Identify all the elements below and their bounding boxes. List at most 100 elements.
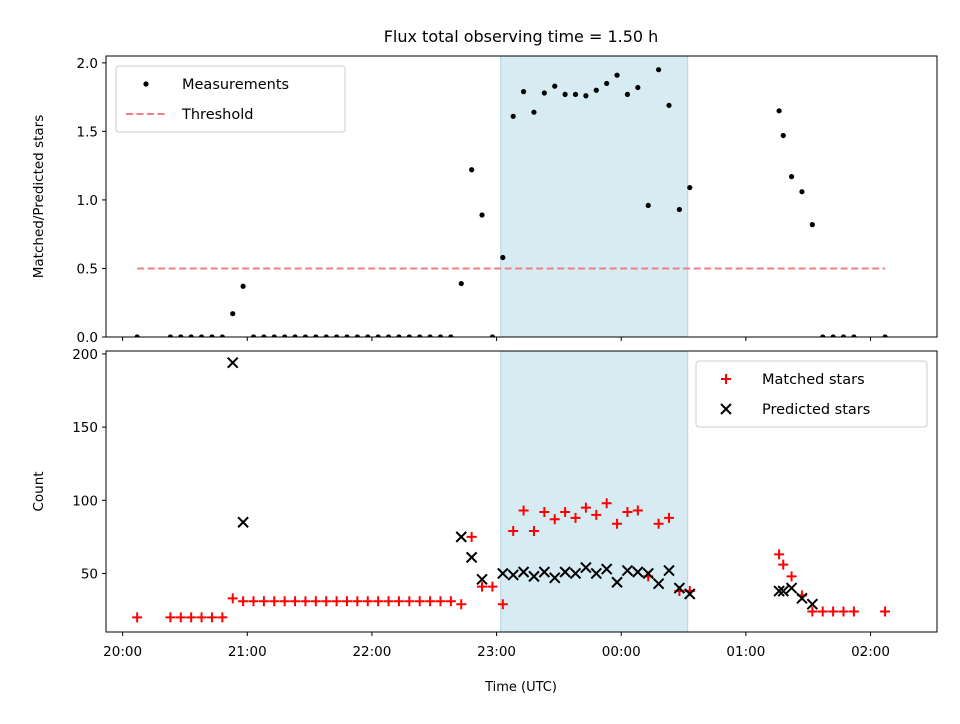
data-point-plus [186, 612, 197, 623]
data-point-dot [780, 132, 786, 139]
data-point-plus [570, 512, 581, 523]
data-point-dot [365, 334, 371, 337]
data-point-x [652, 577, 665, 590]
data-point-dot [375, 334, 381, 337]
data-point-x [476, 573, 488, 586]
data-point-x [559, 566, 571, 578]
plot-area [132, 357, 891, 623]
data-point-dot [479, 212, 485, 218]
data-point-plus [279, 596, 290, 607]
data-point-dot [666, 102, 672, 108]
data-point-x [227, 357, 239, 369]
y-tick-label: 0.0 [77, 330, 98, 346]
data-point-plus [290, 596, 301, 607]
data-point-plus [653, 518, 664, 529]
data-point-plus [487, 581, 498, 592]
plot-area [134, 67, 888, 337]
data-point-dot [354, 334, 360, 337]
data-point-plus [539, 506, 550, 517]
data-point-plus [227, 593, 238, 604]
data-point-plus [622, 506, 633, 517]
data-point-dot [788, 174, 795, 180]
data-point-plus [632, 505, 643, 516]
data-point-plus [414, 596, 425, 607]
y-tick-label: 0.5 [77, 261, 98, 277]
x-tick-label: 22:00 [352, 644, 391, 660]
data-point-plus [477, 581, 488, 592]
data-point-dot [469, 167, 475, 173]
legend-box [115, 65, 346, 133]
data-point-plus [175, 612, 186, 623]
data-point-plus [612, 518, 623, 529]
y-tick-label: 200 [72, 347, 98, 363]
data-point-x [517, 566, 530, 578]
y-tick-label: 50 [81, 566, 98, 582]
data-point-plus [373, 596, 384, 607]
top-panel: 0.0 0.5 1.0 1.5 2.0 Matched/Predicted stars Me… [31, 55, 938, 346]
data-point-x [455, 531, 467, 543]
data-point-dot [572, 91, 579, 97]
data-point-x [507, 569, 519, 581]
data-point-dot [437, 334, 444, 337]
x-tick-label: 20:00 [103, 644, 142, 660]
x-axis-label: Time (UTC) [484, 680, 557, 695]
data-point-dot [604, 80, 610, 87]
x-tick-label: 02:00 [851, 644, 890, 660]
data-point-dot [209, 334, 215, 337]
data-point-dot [489, 334, 496, 337]
data-point-dot [830, 334, 836, 337]
data-point-dot [344, 334, 350, 337]
x-tick-label: 01:00 [726, 644, 765, 660]
data-point-dot [271, 334, 277, 337]
data-point-dot [292, 334, 298, 337]
data-point-plus [425, 596, 436, 607]
data-point-dot [840, 334, 847, 337]
axes-frame [105, 350, 938, 633]
data-point-x [611, 576, 623, 588]
data-point-dot [676, 206, 682, 213]
data-point-plus [217, 612, 228, 623]
data-point-plus [404, 596, 415, 607]
data-point-plus [664, 512, 675, 523]
data-point-plus [838, 606, 849, 617]
data-point-x [773, 585, 785, 597]
data-point-plus [880, 606, 891, 617]
data-point-x [663, 564, 675, 577]
data-point-plus [848, 606, 859, 617]
data-point-dot [396, 334, 402, 337]
legend-swatch-marker [721, 374, 731, 384]
legend-label: Measurements [182, 77, 289, 93]
data-point-plus [456, 599, 467, 610]
data-point-plus [549, 514, 560, 525]
data-point-plus [497, 599, 508, 610]
data-point-dot [458, 280, 464, 287]
data-point-dot [188, 334, 194, 337]
data-point-dot [776, 108, 782, 114]
data-point-x [237, 516, 249, 528]
data-point-plus [580, 502, 591, 513]
data-point-dot [510, 113, 516, 119]
data-point-plus [248, 596, 259, 607]
legend-box [695, 360, 928, 428]
y-axis-label: Count [31, 471, 47, 511]
data-point-plus [528, 526, 539, 537]
data-point-x [465, 551, 478, 564]
data-point-plus [466, 531, 477, 542]
data-point-plus [508, 526, 519, 537]
data-point-x [632, 566, 644, 578]
data-point-dot [541, 90, 547, 96]
data-point-dot [809, 222, 815, 228]
data-point-x [796, 592, 808, 605]
y-tick-label: 100 [72, 493, 98, 509]
data-point-dot [583, 93, 589, 99]
data-point-plus [310, 596, 321, 607]
data-point-dot [820, 334, 826, 337]
data-point-plus [269, 596, 280, 607]
y-tick-label: 2.0 [77, 56, 98, 72]
legend-label: Matched stars [762, 372, 865, 388]
y-tick-label: 150 [72, 420, 98, 436]
data-point-plus [817, 606, 828, 617]
data-point-x [785, 582, 798, 594]
data-point-dot [219, 334, 225, 337]
